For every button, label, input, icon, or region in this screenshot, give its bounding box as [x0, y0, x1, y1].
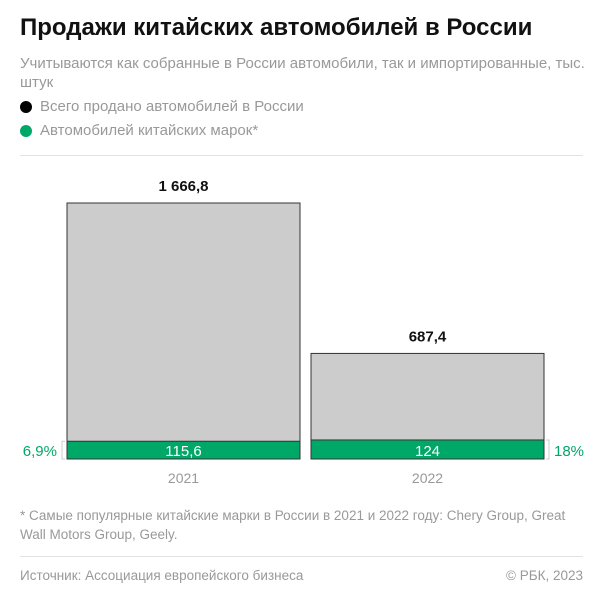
share-label: 18% — [554, 443, 584, 460]
bar-chart: 1 666,8 115,6 2021 6,9% 687,4 124 2022 18% — [23, 178, 584, 486]
data-label-total: 1 666,8 — [158, 178, 208, 195]
legend-dot-black — [20, 100, 32, 113]
copyright: © РБК, 2023 — [506, 568, 583, 583]
data-label-chinese: 124 — [415, 443, 440, 460]
x-tick-label: 2022 — [412, 470, 443, 486]
divider — [20, 556, 583, 557]
share-bracket — [546, 439, 550, 460]
legend-label: Автомобилей китайских марок* — [40, 122, 259, 139]
source: Источник: Ассоциация европейского бизнес… — [20, 568, 304, 583]
bar-total — [66, 202, 301, 460]
data-label-chinese: 115,6 — [165, 443, 201, 460]
chart-title: Продажи китайских автомобилей в России — [20, 14, 533, 41]
share-label: 6,9% — [23, 443, 57, 460]
legend-dot-green — [20, 124, 32, 137]
legend-item-total: Всего продано автомобилей в России — [20, 98, 304, 115]
bar-chinese — [66, 440, 301, 460]
share-bracket — [61, 440, 65, 460]
legend-item-chinese: Автомобилей китайских марок* — [20, 122, 258, 139]
divider — [20, 155, 583, 156]
footnote: * Самые популярные китайские марки в Рос… — [20, 508, 566, 542]
x-tick-label: 2021 — [168, 470, 199, 486]
data-label-total: 687,4 — [409, 328, 447, 345]
bar-chinese — [310, 439, 545, 460]
chart-subtitle: Учитываются как собранные в России автом… — [20, 55, 585, 91]
legend-label: Всего продано автомобилей в России — [40, 98, 304, 115]
